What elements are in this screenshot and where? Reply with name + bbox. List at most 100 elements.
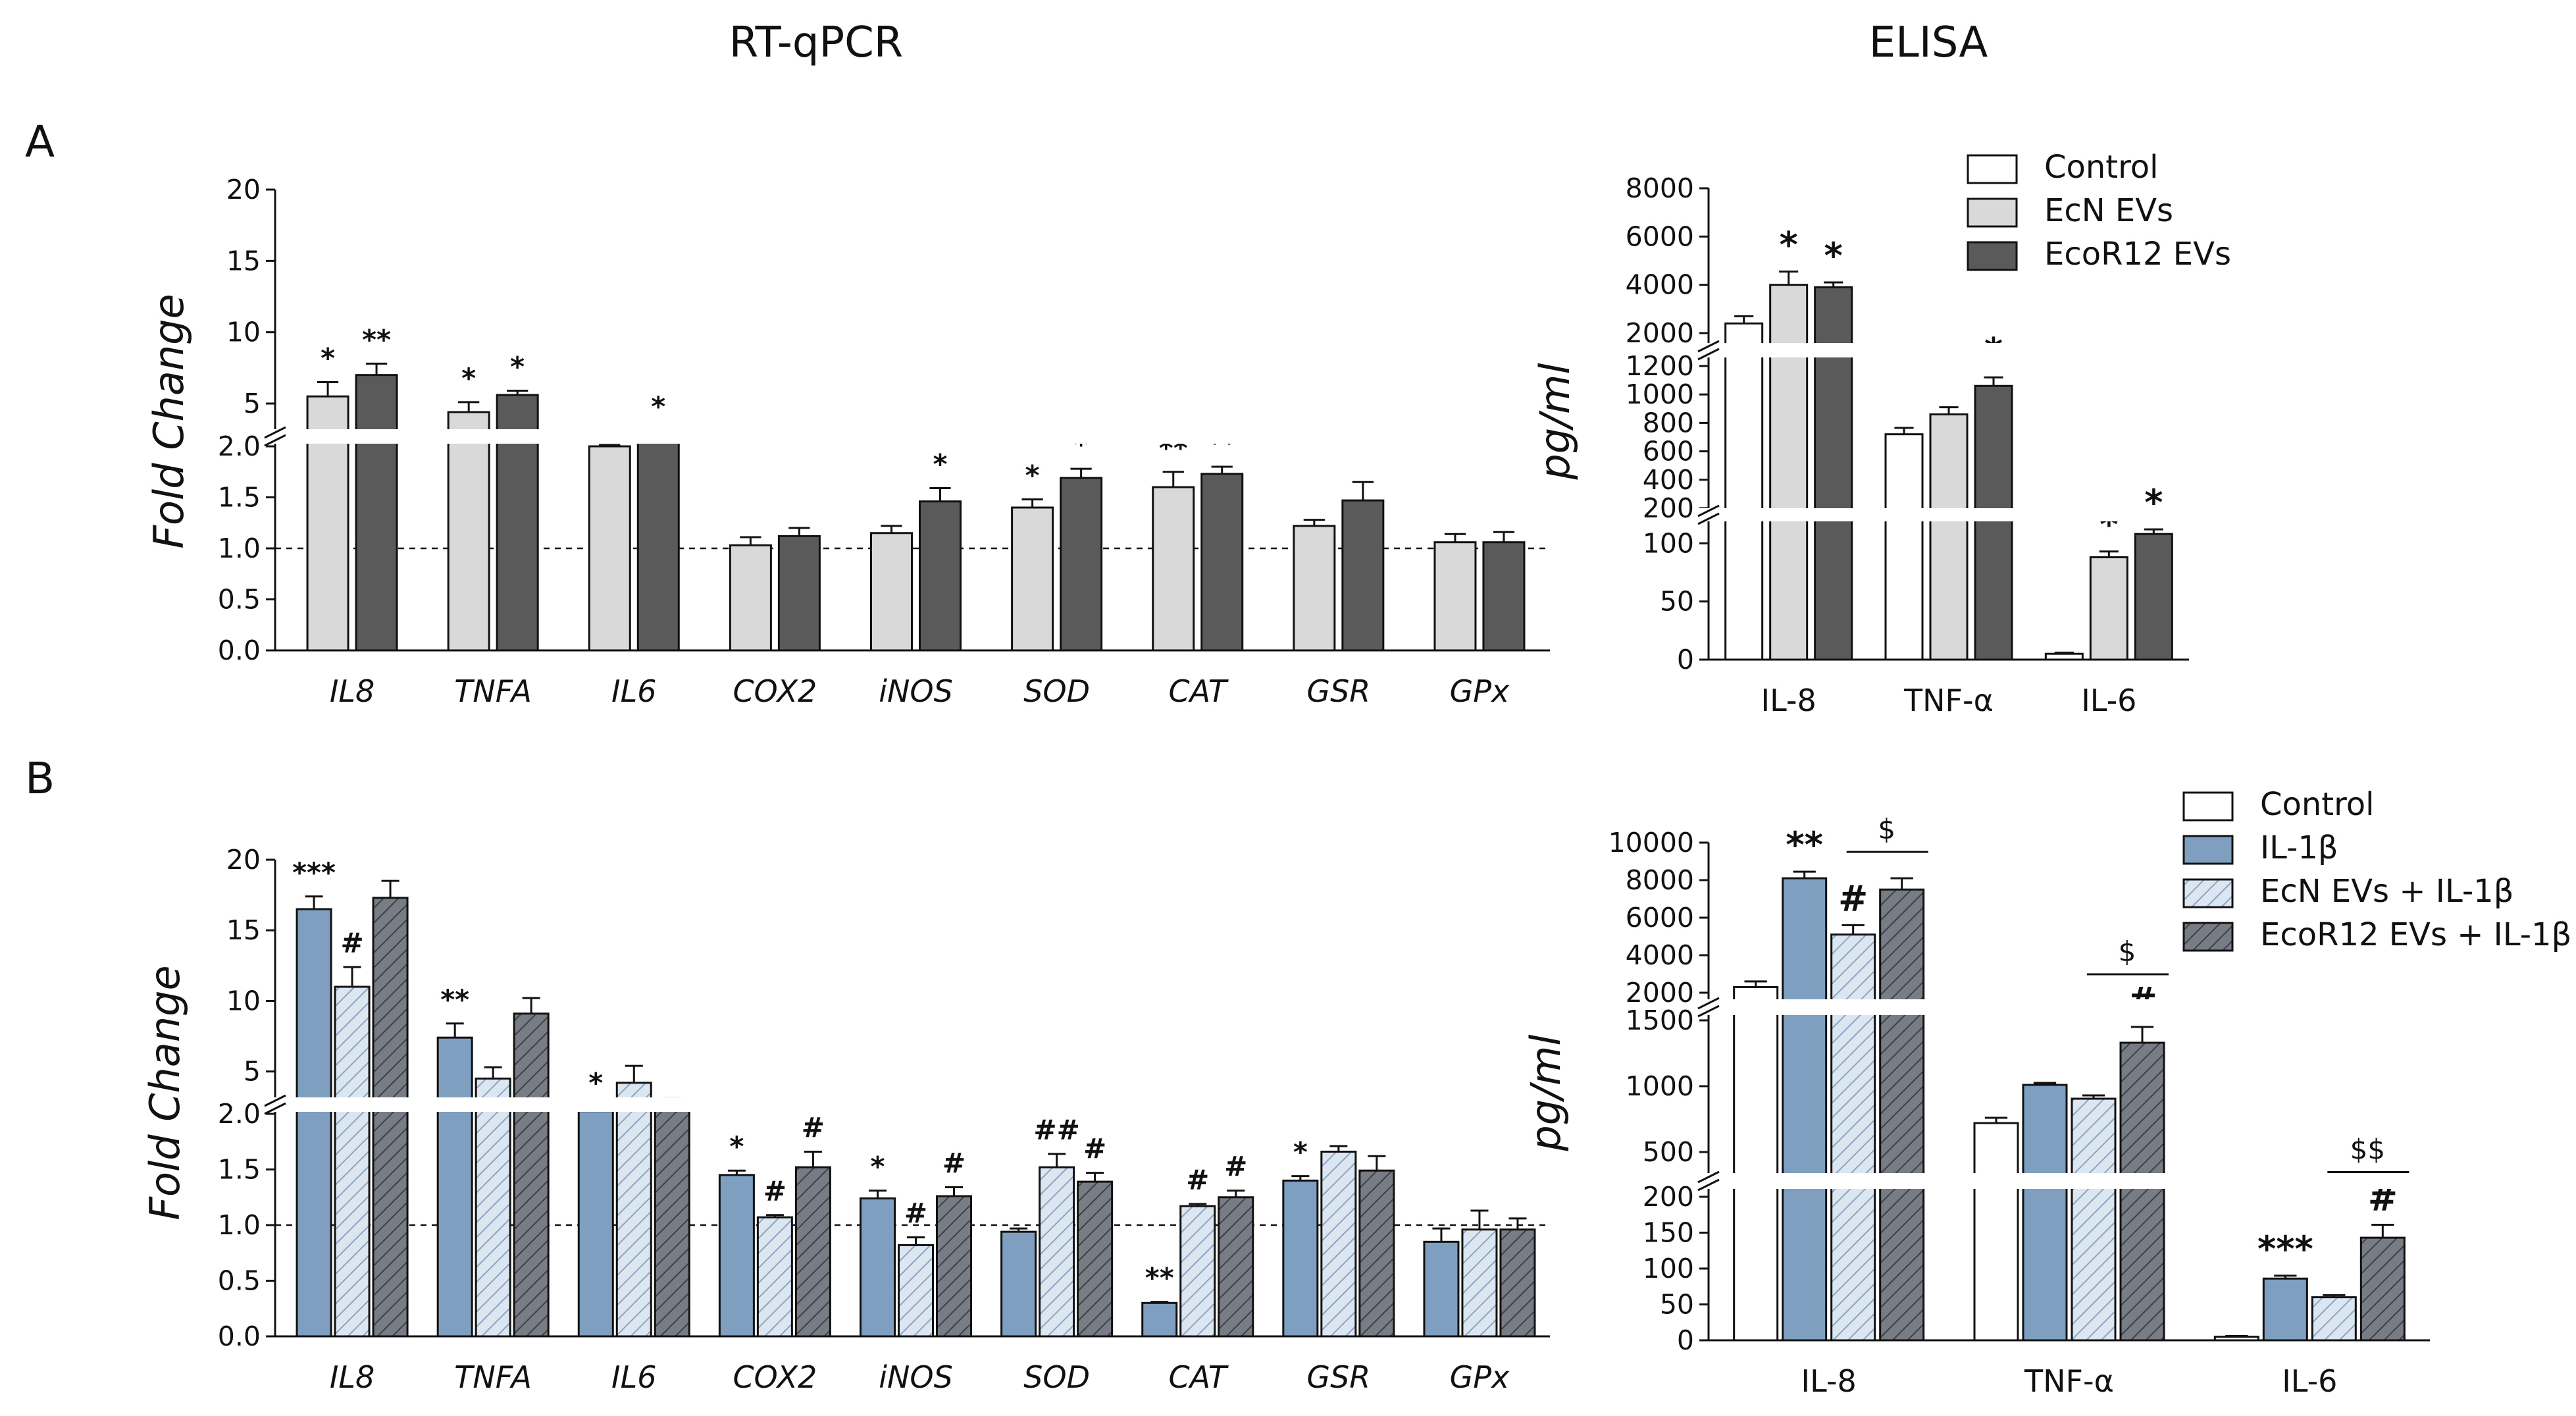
legend-swatch-il1b (2182, 835, 2234, 865)
bar-ecn_hatch-COX2 (756, 1216, 793, 1338)
y-tick-label: 500 (1643, 1136, 1694, 1168)
y-tick-label: 1.5 (218, 1154, 261, 1186)
axis-break-mark-2 (1697, 340, 1720, 353)
significance-label: # (1083, 1133, 1106, 1165)
bar-ecor-TNF-α (1974, 384, 2013, 661)
header-rtqpcr: RT-qPCR (729, 18, 904, 67)
significance-label: ** (1786, 824, 1822, 866)
significance-label: * (729, 1130, 744, 1163)
category-label: IL8 (330, 673, 374, 709)
legend-swatch-ecor (1967, 241, 2018, 271)
category-label: TNF-α (2024, 1363, 2114, 1399)
bar-ecor-GPx (1482, 541, 1526, 652)
bar-il1b-TNF-α (2022, 1084, 2068, 1342)
y-tick-label: 8000 (1626, 864, 1694, 896)
category-label: COX2 (733, 673, 817, 709)
bar-ecn_hatch-IL6 (615, 1082, 652, 1338)
axis-break-mark-1 (264, 1102, 286, 1115)
bar-ecor_hatch-GSR (1358, 1169, 1395, 1338)
bar-ecn-CAT (1152, 486, 1195, 652)
category-label: IL6 (611, 673, 656, 709)
bar-ecn_hatch-GSR (1320, 1150, 1357, 1338)
bar-il1b-IL8 (296, 908, 332, 1338)
significance-label: ** (1145, 1262, 1174, 1294)
legend-label: EcoR12 EVs + IL-1β (2260, 916, 2571, 953)
comparison-label: $ (1878, 813, 1895, 845)
bar-ecn-COX2 (729, 544, 772, 652)
y-tick-label: 6000 (1626, 221, 1694, 252)
significance-label: ** (440, 983, 469, 1016)
y-tick-label: 0.0 (218, 1321, 261, 1352)
header-elisa: ELISA (1869, 18, 1988, 67)
category-label: TNFA (454, 1359, 532, 1395)
legend-label: Control (2260, 786, 2375, 823)
bar-ecn-SOD (1011, 506, 1054, 652)
y-tick-label: 0 (1677, 644, 1694, 675)
bar-ecn_hatch-TNFA (475, 1077, 511, 1338)
bar-ecn-IL6 (588, 445, 631, 652)
bar-ecn_hatch-IL8 (334, 985, 371, 1338)
bar-control-IL-6 (2213, 1336, 2259, 1342)
category-label: GSR (1306, 673, 1370, 709)
y-tick-label: 2.0 (218, 1098, 261, 1130)
bar-il1b-IL-6 (2262, 1277, 2308, 1342)
y-tick-label: 400 (1643, 464, 1694, 496)
significance-label: * (461, 362, 476, 394)
bar-ecn-IL-6 (2089, 556, 2128, 661)
comparison-label: $$ (2350, 1134, 2385, 1166)
y-tick-label: 600 (1643, 436, 1694, 467)
y-tick-label: 1.5 (218, 482, 261, 513)
axis-break-mark-1 (1697, 1005, 1720, 1018)
significance-label: ** (362, 323, 391, 355)
bar-ecor_hatch-CAT (1218, 1196, 1254, 1338)
y-tick-label: 20 (226, 174, 261, 205)
y-tick-label: 1000 (1626, 379, 1694, 410)
significance-label: * (871, 1151, 885, 1183)
y-tick-label: 100 (1643, 1253, 1694, 1284)
axis-break-gap (1695, 508, 2192, 521)
category-label: iNOS (879, 673, 953, 709)
y-axis-label: Fold Change (141, 965, 189, 1220)
bar-il1b-CAT (1141, 1301, 1178, 1338)
bar-il1b-GSR (1282, 1179, 1319, 1338)
y-tick-label: 50 (1660, 1289, 1694, 1321)
y-tick-label: 2000 (1626, 977, 1694, 1009)
y-tick-label: 20 (226, 844, 261, 876)
category-label: GPx (1450, 1359, 1510, 1395)
y-axis-label: Fold Change (145, 294, 193, 548)
bar-ecn-TNFA (447, 411, 490, 652)
significance-label: * (510, 351, 525, 383)
legend-swatch-ecn (1967, 197, 2018, 228)
significance-label: * (1293, 1136, 1308, 1168)
bar-ecn-IL-8 (1769, 284, 1809, 661)
significance-label: # (1186, 1164, 1209, 1196)
y-tick-label: 200 (1643, 492, 1694, 524)
category-label: IL-6 (2081, 683, 2136, 718)
significance-label: *** (292, 856, 336, 889)
category-label: IL-8 (1801, 1363, 1857, 1399)
bar-ecn_hatch-TNF-α (2071, 1097, 2117, 1342)
significance-label: # (763, 1175, 786, 1207)
bar-ecor_hatch-TNF-α (2119, 1041, 2165, 1342)
legend-label: IL-1β (2260, 829, 2338, 866)
bar-ecn_hatch-SOD (1039, 1166, 1075, 1338)
bar-il1b-SOD (1000, 1230, 1037, 1338)
panel-label-a: A (25, 117, 55, 167)
bar-ecor_hatch-COX2 (794, 1166, 831, 1338)
significance-label: # (1838, 878, 1868, 919)
bar-il1b-IL-8 (1782, 877, 1828, 1342)
bar-control-TNF-α (1884, 433, 1924, 661)
y-tick-label: 15 (226, 245, 261, 276)
bar-ecor-IL-6 (2134, 533, 2173, 661)
significance-label: * (1780, 224, 1798, 266)
bar-ecn-iNOS (870, 532, 913, 652)
y-tick-label: 200 (1643, 1181, 1694, 1213)
bar-control-IL-8 (1724, 322, 1764, 661)
bar-ecor-CAT (1200, 473, 1244, 652)
category-label: CAT (1169, 673, 1229, 709)
legend-swatch-ecn_hatch (2182, 878, 2234, 908)
